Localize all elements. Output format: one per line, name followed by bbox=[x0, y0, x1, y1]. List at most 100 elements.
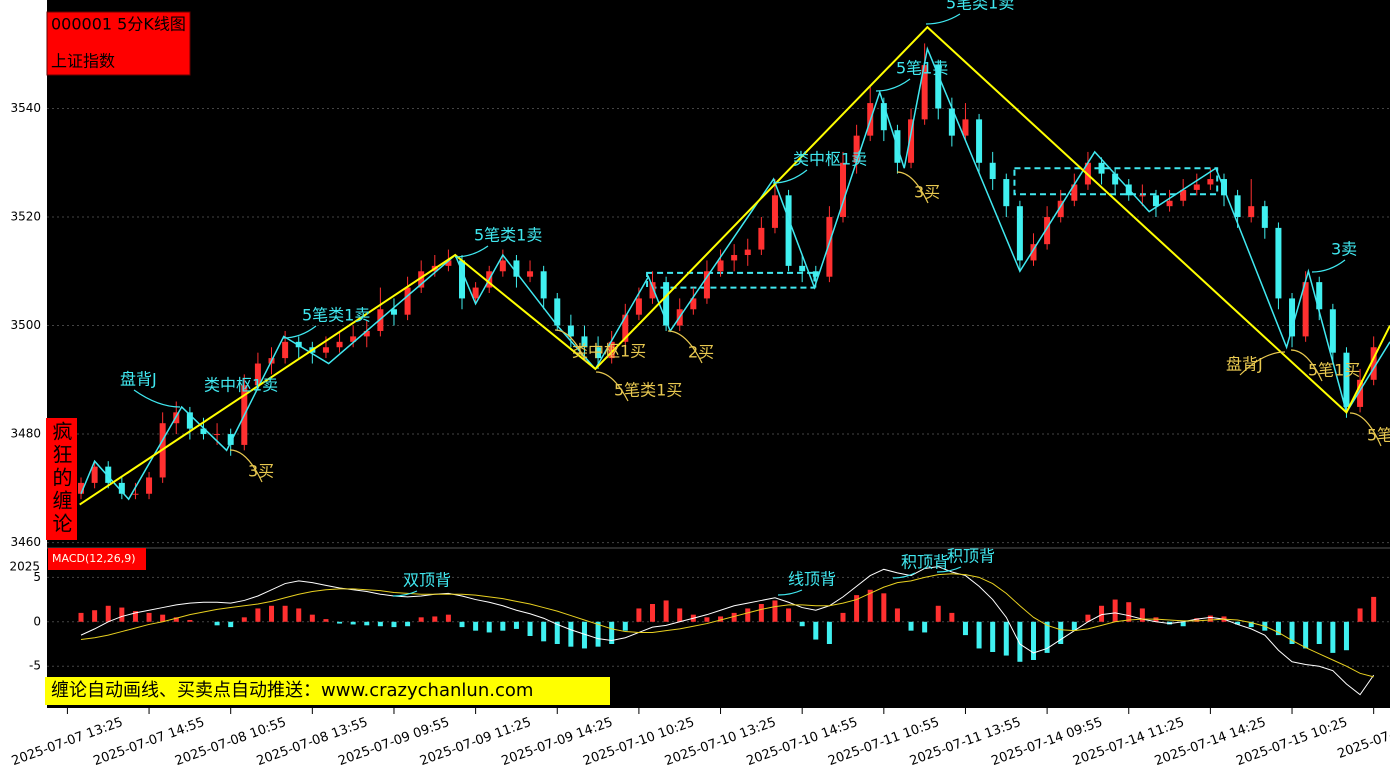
dea-line bbox=[80, 573, 1374, 678]
header-box bbox=[46, 11, 191, 76]
candle-body bbox=[744, 249, 751, 256]
macd-bar bbox=[432, 616, 438, 622]
annotation: 双顶背 bbox=[403, 571, 451, 590]
macd-bar bbox=[187, 620, 193, 622]
y-tick-label: -5 bbox=[29, 659, 41, 673]
candle-body bbox=[1370, 347, 1377, 380]
annotation: 5笔1卖 bbox=[896, 59, 948, 78]
macd-bar bbox=[78, 612, 84, 622]
candle-body bbox=[948, 108, 955, 136]
macd-bar bbox=[949, 612, 955, 622]
candle-body bbox=[322, 347, 329, 353]
center-box bbox=[646, 271, 816, 289]
annotation-arrow bbox=[454, 245, 489, 258]
candle-body bbox=[649, 282, 656, 299]
side-label: 疯狂的缠论 bbox=[49, 421, 73, 536]
macd-bar bbox=[1003, 621, 1009, 656]
macd-bar bbox=[894, 608, 900, 622]
candle-body bbox=[132, 493, 139, 495]
annotation-arrow bbox=[896, 171, 929, 204]
macd-bar bbox=[282, 605, 288, 622]
candle-body bbox=[608, 341, 615, 359]
macd-bar bbox=[132, 611, 138, 622]
candle-body bbox=[758, 227, 765, 250]
macd-bar bbox=[513, 621, 519, 629]
annotation-arrow bbox=[892, 572, 916, 579]
macd-bar bbox=[1017, 621, 1023, 662]
candle-body bbox=[146, 477, 153, 494]
candle-body bbox=[840, 162, 847, 218]
candle-body bbox=[921, 65, 928, 120]
annotation-arrow bbox=[1311, 259, 1346, 273]
macd-title-box bbox=[48, 548, 146, 570]
candle-body bbox=[540, 271, 547, 299]
annotation: 2买 bbox=[688, 343, 714, 362]
candle-body bbox=[118, 482, 125, 494]
y-tick-label: 5 bbox=[33, 570, 41, 584]
macd-bar bbox=[1126, 602, 1132, 622]
candle-body bbox=[295, 341, 302, 348]
macd-bar bbox=[799, 621, 805, 627]
macd-bar bbox=[1357, 608, 1363, 622]
candle-body bbox=[812, 271, 819, 277]
macd-bar bbox=[554, 621, 560, 644]
macd-bar bbox=[1085, 614, 1091, 622]
candle-body bbox=[1343, 352, 1350, 407]
annotation: 5笔 bbox=[1367, 426, 1390, 445]
candle-body bbox=[1357, 379, 1364, 407]
annotation: 5笔1买 bbox=[1308, 361, 1360, 380]
candle-body bbox=[186, 412, 193, 429]
candle-body bbox=[227, 434, 234, 445]
candle-body bbox=[826, 217, 833, 277]
annotation: 3买 bbox=[914, 183, 940, 202]
macd-bar bbox=[105, 605, 111, 622]
candle-body bbox=[1193, 184, 1200, 190]
macd-bar bbox=[1303, 621, 1309, 649]
macd-bar bbox=[867, 589, 873, 622]
annotation-arrow bbox=[925, 13, 961, 25]
macd-bar bbox=[1289, 621, 1295, 644]
macd-bar bbox=[92, 610, 98, 622]
candle-body bbox=[703, 271, 710, 299]
candle-body bbox=[880, 103, 887, 131]
candle-body bbox=[1139, 195, 1146, 197]
candle-body bbox=[976, 119, 983, 163]
macd-bar bbox=[1044, 621, 1050, 653]
macd-bar bbox=[1275, 621, 1281, 636]
candle-body bbox=[214, 434, 221, 436]
macd-bar bbox=[772, 600, 778, 622]
annotation-arrow bbox=[133, 389, 181, 408]
macd-bar bbox=[160, 614, 166, 622]
dif-line bbox=[80, 566, 1375, 696]
macd-bar bbox=[500, 621, 506, 631]
annotation: 盘背J bbox=[120, 370, 157, 389]
candle-body bbox=[78, 482, 85, 494]
macd-bar bbox=[840, 612, 846, 622]
candle-body bbox=[336, 341, 343, 348]
macd-bar bbox=[745, 608, 751, 622]
candle-body bbox=[418, 271, 425, 288]
annotation: 3卖 bbox=[1331, 240, 1357, 259]
banner: 缠论自动画线、买卖点自动推送：www.crazychanlun.com bbox=[51, 680, 533, 701]
macd-bar bbox=[405, 621, 411, 627]
annotation: 线顶背 bbox=[788, 570, 836, 589]
macd-bar bbox=[731, 612, 737, 622]
candle-body bbox=[1180, 189, 1187, 201]
macd-bar bbox=[935, 605, 941, 622]
macd-bar bbox=[663, 600, 669, 622]
macd-bar bbox=[1316, 621, 1322, 644]
macd-bar bbox=[990, 621, 996, 652]
macd-bar bbox=[1194, 618, 1200, 622]
annotation: 5笔类1买 bbox=[614, 381, 682, 400]
macd-bar bbox=[568, 621, 574, 647]
macd-bar bbox=[350, 621, 356, 625]
macd-bar bbox=[1343, 621, 1349, 651]
macd-bar bbox=[650, 604, 656, 622]
macd-bar bbox=[296, 608, 302, 622]
candle-body bbox=[908, 119, 915, 163]
candle-body bbox=[513, 260, 520, 277]
candle-body bbox=[527, 271, 534, 277]
macd-bar bbox=[962, 621, 968, 636]
macd-bar bbox=[391, 621, 397, 628]
